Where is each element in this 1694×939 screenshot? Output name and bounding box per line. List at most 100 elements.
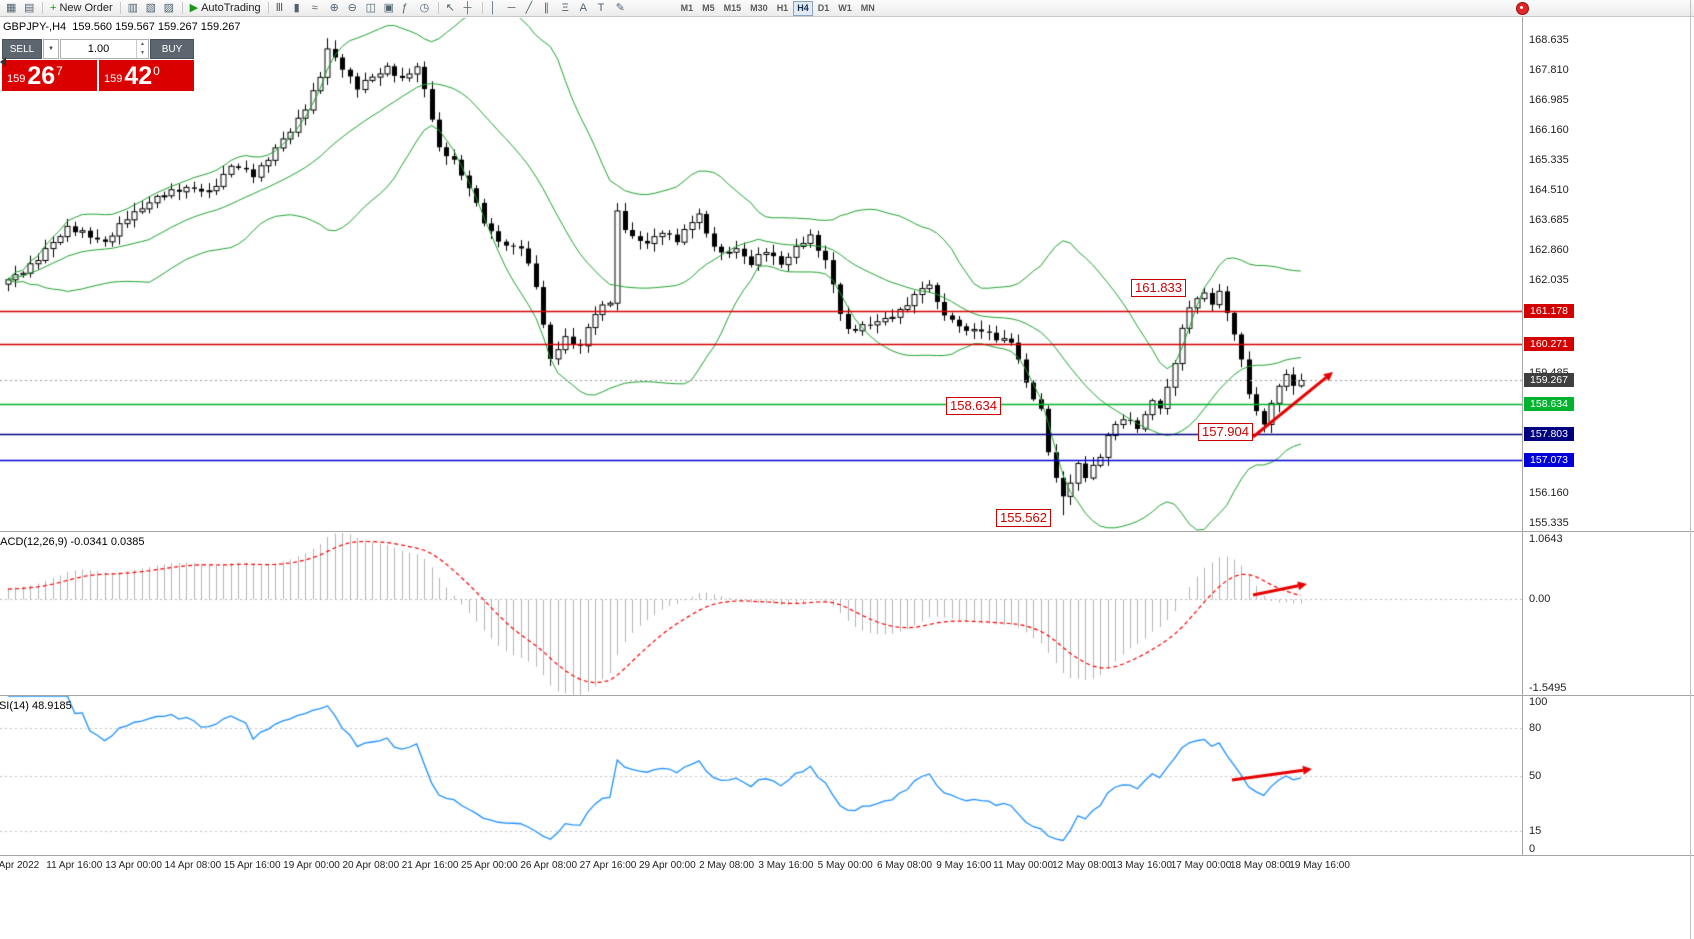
price-tick: 167.810 bbox=[1529, 63, 1569, 76]
timeframe-h1[interactable]: H1 bbox=[773, 1, 793, 16]
timeframe-m15[interactable]: M15 bbox=[720, 1, 746, 16]
timeframe-m1[interactable]: M1 bbox=[677, 1, 698, 16]
tile-windows-icon: ◫ bbox=[365, 1, 377, 14]
sell-price-small: 159 bbox=[7, 72, 26, 85]
vertical-line-icon[interactable]: │ bbox=[487, 1, 504, 16]
timeframe-mn[interactable]: MN bbox=[857, 1, 879, 16]
time-axis-separator bbox=[0, 855, 1694, 856]
auto-arrange-icon: ▣ bbox=[383, 1, 395, 14]
pane-separator[interactable] bbox=[0, 531, 1694, 532]
horizontal-line-icon[interactable]: ─ bbox=[505, 1, 522, 16]
line-chart-icon[interactable]: ≈ bbox=[309, 1, 326, 16]
volume-value: 1.00 bbox=[87, 43, 110, 55]
timeframe-h4[interactable]: H4 bbox=[793, 0, 813, 16]
price-line-label: 157.073 bbox=[1524, 453, 1574, 468]
time-label: 14 Apr 08:00 bbox=[164, 860, 222, 871]
candlestick-chart-icon: ▮ bbox=[293, 1, 300, 14]
sell-price-sup: 7 bbox=[56, 63, 63, 78]
toolbar-separator bbox=[119, 2, 121, 14]
bar-chart-icon[interactable]: Ⅲ bbox=[273, 1, 290, 16]
spinner-down-icon[interactable]: ▼ bbox=[140, 50, 145, 56]
profiles-icon: ▤ bbox=[24, 1, 35, 14]
profiles-icon[interactable]: ▤ bbox=[21, 1, 38, 16]
zoom-out-icon[interactable]: ⊖ bbox=[345, 1, 362, 16]
crosshair-icon[interactable]: ┼ bbox=[461, 1, 478, 16]
time-label: 13 Apr 00:00 bbox=[105, 860, 162, 871]
price-tick: 156.160 bbox=[1529, 487, 1569, 500]
macd-axis-label: -1.5495 bbox=[1529, 682, 1567, 694]
tile-windows-icon[interactable]: ◫ bbox=[363, 1, 380, 16]
toolbar-separator bbox=[267, 2, 269, 14]
price-tick: 155.335 bbox=[1529, 517, 1569, 530]
auto-arrange-icon[interactable]: ▣ bbox=[381, 1, 398, 16]
timeframe-w1[interactable]: W1 bbox=[834, 1, 856, 16]
timeframe-m5[interactable]: M5 bbox=[698, 1, 719, 16]
cursor-icon[interactable]: ↖ bbox=[443, 1, 460, 16]
time-label: 17 May 00:00 bbox=[1170, 860, 1232, 871]
time-label: 27 Apr 16:00 bbox=[579, 860, 637, 871]
macd-indicator-label: MACD(12,26,9) -0.0341 0.0385 bbox=[0, 536, 145, 548]
time-label: 25 Apr 00:00 bbox=[461, 860, 518, 871]
text-icon[interactable]: A bbox=[577, 1, 594, 16]
price-line-label: 161.178 bbox=[1524, 304, 1574, 318]
toolbar-separator bbox=[437, 2, 439, 14]
new-order-button[interactable]: + New Order bbox=[47, 1, 116, 16]
toolbar-separator bbox=[181, 2, 183, 14]
pane-separator[interactable] bbox=[0, 695, 1694, 696]
timeframe-m30[interactable]: M30 bbox=[746, 1, 772, 16]
label-icon: T bbox=[597, 1, 605, 14]
price-chart-canvas[interactable] bbox=[0, 18, 1522, 531]
indicators-icon[interactable]: ƒ bbox=[399, 1, 416, 16]
current-price-label: 159.267 bbox=[1524, 373, 1574, 388]
sell-button[interactable]: SELL bbox=[2, 39, 42, 59]
volume-field[interactable]: 1.00 ▲ ▼ bbox=[60, 39, 149, 59]
data-window-icon[interactable]: ▧ bbox=[143, 1, 160, 16]
label-icon[interactable]: T bbox=[595, 1, 612, 16]
time-label: 11 Apr 16:00 bbox=[46, 860, 103, 871]
trendline-icon: ╱ bbox=[525, 1, 533, 14]
toolbar: ▦ ▤ + New Order ▥ ▧ ▨ ▶ AutoTrading Ⅲ ▮ ≈ ⊕ ⊖ ◫ ▣ ƒ ◷ ↖ ┼ │ ─… bbox=[0, 0, 1694, 17]
one-click-trading-panel: SELL ▼ 1.00 ▲ ▼ BUY 159 26 7 159 42 0 bbox=[2, 39, 194, 91]
buy-button[interactable]: BUY bbox=[150, 39, 194, 59]
price-line-label: 160.271 bbox=[1524, 336, 1574, 351]
record-icon[interactable] bbox=[1516, 1, 1529, 15]
arrows-draw-icon[interactable]: ✎ bbox=[613, 1, 630, 16]
candlestick-chart-icon[interactable]: ▮ bbox=[291, 1, 308, 16]
terminal-icon[interactable]: ▨ bbox=[161, 1, 178, 16]
arrows-draw-icon: ✎ bbox=[615, 1, 625, 14]
sell-price-box[interactable]: 159 26 7 bbox=[2, 60, 97, 91]
timeframe-d1[interactable]: D1 bbox=[814, 1, 834, 16]
order-type-dropdown[interactable]: ▼ bbox=[43, 39, 59, 59]
price-tick: 164.510 bbox=[1529, 183, 1569, 196]
time-label: 12 May 08:00 bbox=[1052, 860, 1113, 871]
buy-price-small: 159 bbox=[104, 72, 123, 85]
periods-icon[interactable]: ◷ bbox=[417, 1, 434, 16]
time-label: 19 May 16:00 bbox=[1289, 860, 1350, 871]
volume-spinner: ▲ ▼ bbox=[136, 40, 148, 58]
trendline-icon[interactable]: ╱ bbox=[523, 1, 540, 16]
data-window-icon: ▧ bbox=[145, 1, 157, 14]
macd-indicator-canvas[interactable] bbox=[0, 533, 1522, 695]
autotrading-button[interactable]: ▶ AutoTrading bbox=[187, 1, 264, 16]
periods-icon: ◷ bbox=[419, 1, 430, 14]
fibonacci-icon[interactable]: Ξ bbox=[559, 1, 576, 16]
spinner-up-icon[interactable]: ▲ bbox=[140, 41, 145, 47]
price-axis-separator bbox=[1522, 17, 1523, 856]
rsi-indicator-canvas[interactable] bbox=[0, 696, 1522, 855]
price-axis[interactable]: 168.635 167.810 166.985 166.160 165.335 164.5… bbox=[1523, 0, 1694, 939]
rsi-indicator-label: RSI(14) 48.9185 bbox=[0, 700, 72, 712]
zoom-in-icon[interactable]: ⊕ bbox=[327, 1, 344, 16]
time-label: 18 May 08:00 bbox=[1229, 860, 1291, 871]
panel-collapse-arrow[interactable] bbox=[0, 57, 6, 67]
market-watch-icon[interactable]: ▥ bbox=[125, 1, 142, 16]
time-label: 9 May 16:00 bbox=[936, 860, 992, 871]
buy-price-box[interactable]: 159 42 0 bbox=[99, 60, 194, 91]
new-chart-icon[interactable]: ▦ bbox=[3, 1, 20, 16]
text-icon: A bbox=[579, 1, 587, 14]
sell-price-big: 26 bbox=[27, 61, 56, 90]
time-label: 29 Apr 00:00 bbox=[638, 860, 696, 871]
indicators-icon: ƒ bbox=[401, 1, 408, 14]
channel-icon[interactable]: ∥ bbox=[541, 1, 558, 16]
